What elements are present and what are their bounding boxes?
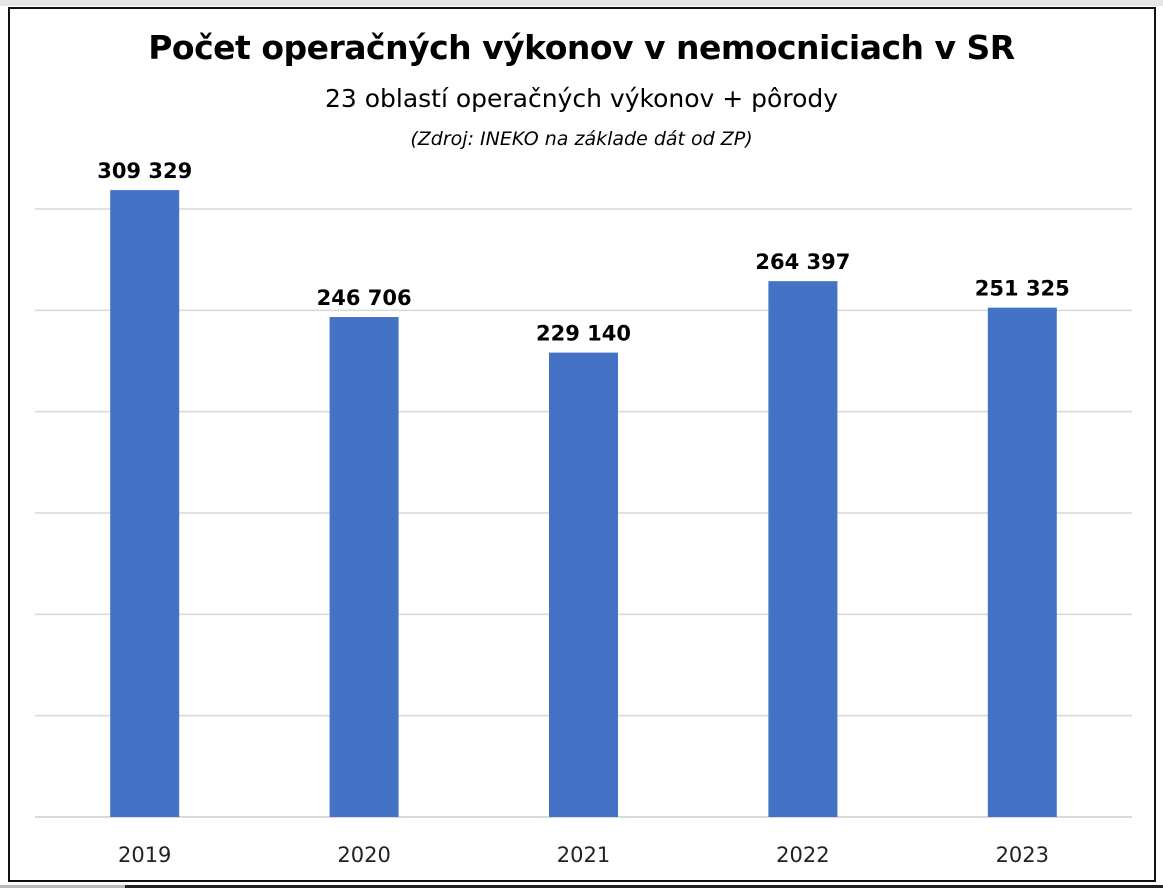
data-label-2023: 251 325 bbox=[975, 277, 1070, 301]
x-tick-label-2019: 2019 bbox=[118, 843, 171, 867]
bottom-strip bbox=[0, 885, 125, 888]
bottom-line bbox=[125, 885, 1163, 888]
bar-2020 bbox=[329, 317, 399, 817]
bar-2023 bbox=[987, 307, 1057, 817]
chart-title: Počet operačných výkonov v nemocniciach … bbox=[148, 28, 1015, 67]
x-tick-label-2020: 2020 bbox=[337, 843, 390, 867]
data-label-2022: 264 397 bbox=[755, 250, 850, 274]
bar-2022 bbox=[768, 281, 838, 818]
bar-2019 bbox=[110, 190, 180, 817]
data-label-2020: 246 706 bbox=[317, 286, 412, 310]
chart-subtitle: 23 oblastí operačných výkonov + pôrody bbox=[324, 84, 839, 113]
chart-source: (Zdroj: INEKO na základe dát od ZP) bbox=[410, 128, 753, 150]
data-label-2021: 229 140 bbox=[536, 322, 631, 346]
x-tick-label-2021: 2021 bbox=[557, 843, 610, 867]
data-label-2019: 309 329 bbox=[97, 159, 192, 183]
x-tick-label-2022: 2022 bbox=[776, 843, 829, 867]
x-tick-label-2023: 2023 bbox=[996, 843, 1049, 867]
top-strip bbox=[0, 0, 1163, 6]
bar-2021 bbox=[549, 352, 618, 817]
